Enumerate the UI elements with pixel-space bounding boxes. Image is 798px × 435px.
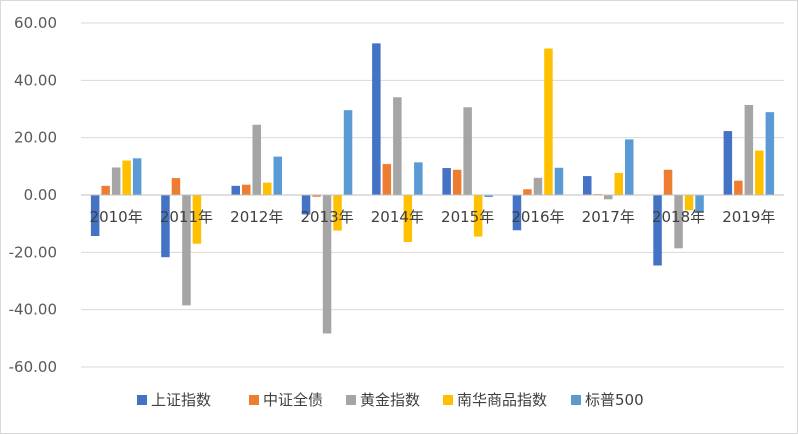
- bar-2014年-南华商品指数: [403, 195, 413, 243]
- bar-2016年-上证指数: [512, 195, 522, 231]
- bar-2014年-上证指数: [372, 43, 381, 195]
- bar-2017年-标普500: [625, 139, 634, 195]
- bar-2011年-中证全债: [171, 178, 181, 195]
- bar-2010年-黄金指数: [111, 167, 121, 195]
- x-axis-category-labels: 2010年 2011年 2012年 2013年 2014年 2015年 2016年 2017年…: [90, 208, 776, 226]
- bar-2013年-南华商品指数: [333, 195, 342, 231]
- bar-2017年-黄金指数: [604, 195, 613, 200]
- bar-2018年-中证全债: [663, 169, 673, 195]
- bar-2015年-黄金指数: [463, 107, 472, 195]
- x-category-label: 2018年: [652, 208, 705, 226]
- legend-swatch: [346, 395, 356, 405]
- bar-2019年-南华商品指数: [755, 150, 764, 195]
- x-category-label: 2016年: [511, 208, 564, 226]
- x-category-label: 2012年: [230, 208, 283, 226]
- bars: [90, 43, 775, 334]
- bar-2011年-上证指数: [161, 195, 170, 258]
- x-category-label: 2015年: [441, 208, 494, 226]
- bar-2017年-南华商品指数: [614, 172, 623, 195]
- bar-2012年-中证全债: [242, 184, 251, 195]
- y-axis-tick-labels: 60.00 40.00 20.00 0.00 -20.00 -40.00 -60.00: [9, 14, 57, 376]
- bar-2010年-南华商品指数: [122, 160, 131, 195]
- y-tick-label: 0.00: [24, 186, 57, 204]
- bar-2010年-中证全债: [101, 185, 110, 195]
- y-tick-label: 20.00: [14, 129, 57, 147]
- legend-label: 中证全债: [263, 391, 323, 409]
- bar-2015年-上证指数: [442, 168, 451, 195]
- bar-2010年-上证指数: [90, 195, 100, 236]
- bar-2012年-南华商品指数: [263, 182, 272, 195]
- bar-2019年-标普500: [765, 112, 775, 195]
- bar-2013年-中证全债: [312, 195, 321, 197]
- bar-2014年-标普500: [414, 162, 423, 195]
- bar-2010年-标普500: [132, 158, 142, 195]
- bar-2013年-黄金指数: [322, 195, 332, 334]
- bar-2014年-中证全债: [382, 164, 392, 195]
- x-category-label: 2010年: [90, 208, 143, 226]
- bar-2019年-中证全债: [734, 180, 743, 195]
- gridlines: [81, 22, 784, 368]
- y-tick-label: -20.00: [9, 243, 57, 261]
- legend-label: 标普500: [585, 391, 644, 409]
- bar-2018年-标普500: [695, 195, 704, 213]
- y-tick-label: -60.00: [9, 358, 57, 376]
- bar-2016年-标普500: [554, 167, 564, 195]
- bar-2013年-标普500: [343, 110, 353, 195]
- bar-2012年-黄金指数: [252, 124, 261, 195]
- bar-2018年-南华商品指数: [684, 195, 694, 211]
- bar-2013年-上证指数: [301, 195, 311, 215]
- x-category-label: 2017年: [582, 208, 635, 226]
- bar-2016年-中证全债: [523, 189, 532, 195]
- legend-swatch: [137, 395, 147, 405]
- bar-2015年-标普500: [484, 195, 493, 198]
- bar-2012年-标普500: [273, 156, 282, 195]
- bar-2018年-上证指数: [653, 195, 662, 266]
- bar-2015年-中证全债: [452, 169, 462, 195]
- bar-2019年-上证指数: [723, 131, 733, 195]
- legend-swatch: [443, 395, 453, 405]
- bar-2017年-上证指数: [583, 176, 592, 195]
- bar-2011年-黄金指数: [182, 195, 191, 306]
- bar-2016年-南华商品指数: [544, 48, 553, 195]
- bar-2014年-黄金指数: [393, 97, 402, 195]
- legend-swatch: [571, 395, 581, 405]
- bar-2016年-黄金指数: [533, 177, 543, 195]
- bar-2012年-上证指数: [231, 185, 240, 195]
- legend: 上证指数 中证全债 黄金指数 南华商品指数 标普500: [137, 391, 644, 409]
- legend-label: 上证指数: [151, 391, 211, 409]
- x-category-label: 2013年: [300, 208, 353, 226]
- x-category-label: 2011年: [160, 208, 213, 226]
- bar-2018年-黄金指数: [674, 195, 683, 249]
- legend-label: 黄金指数: [360, 391, 420, 409]
- x-category-label: 2019年: [722, 208, 775, 226]
- y-tick-label: -40.00: [9, 301, 57, 319]
- bar-2019年-黄金指数: [744, 104, 754, 195]
- bar-2015年-南华商品指数: [473, 195, 483, 237]
- y-tick-label: 40.00: [14, 71, 57, 89]
- x-category-label: 2014年: [371, 208, 424, 226]
- legend-swatch: [249, 395, 259, 405]
- legend-label: 南华商品指数: [457, 391, 547, 409]
- bar-2011年-南华商品指数: [192, 195, 202, 244]
- y-tick-label: 60.00: [14, 14, 57, 32]
